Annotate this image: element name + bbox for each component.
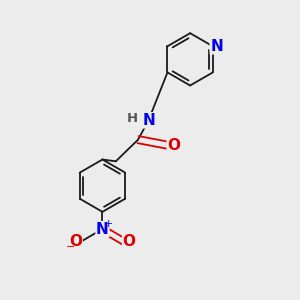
Text: O: O (167, 138, 180, 153)
Text: N: N (96, 222, 109, 237)
Text: N: N (210, 39, 223, 54)
Text: O: O (69, 234, 82, 249)
Text: H: H (127, 112, 138, 125)
Text: −: − (66, 242, 75, 252)
Text: N: N (142, 113, 155, 128)
Text: +: + (104, 219, 113, 229)
Text: O: O (123, 234, 136, 249)
